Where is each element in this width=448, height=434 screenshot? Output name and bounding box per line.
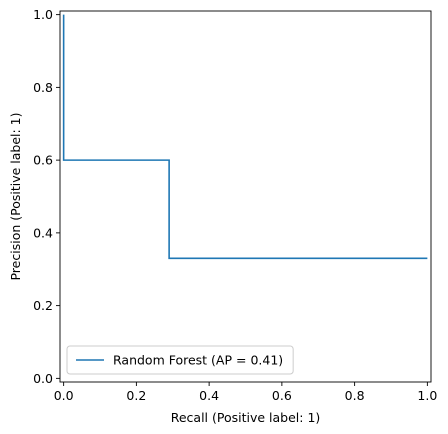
y-tick-label: 1.0 [33, 7, 53, 22]
series-line-0 [62, 14, 428, 260]
y-tick-label: 0.4 [33, 225, 53, 240]
legend: Random Forest (AP = 0.41) [66, 345, 294, 375]
x-tick-label: 0.0 [54, 388, 74, 403]
axes: 0.0 0.2 0.4 0.6 0.8 1.0 0.0 0.2 0.4 0.6 0.8 1.0 [33, 7, 437, 403]
y-tick-label: 0.0 [33, 371, 53, 386]
plot-area [62, 14, 428, 260]
y-tick-label: 0.2 [33, 298, 53, 313]
x-tick-label: 0.8 [345, 388, 365, 403]
x-tick-label: 0.6 [272, 388, 292, 403]
y-axis-label: Precision (Positive label: 1) [8, 112, 23, 280]
legend-label: Random Forest (AP = 0.41) [113, 353, 283, 368]
y-tick-label: 0.6 [33, 153, 53, 168]
x-tick-label: 1.0 [417, 388, 437, 403]
x-axis-label: Recall (Positive label: 1) [171, 410, 321, 425]
legend-box [66, 345, 294, 375]
x-tick-label: 0.2 [126, 388, 146, 403]
x-tick-label: 0.4 [199, 388, 219, 403]
axes-frame [59, 10, 432, 383]
y-tick-label: 0.8 [33, 80, 53, 95]
